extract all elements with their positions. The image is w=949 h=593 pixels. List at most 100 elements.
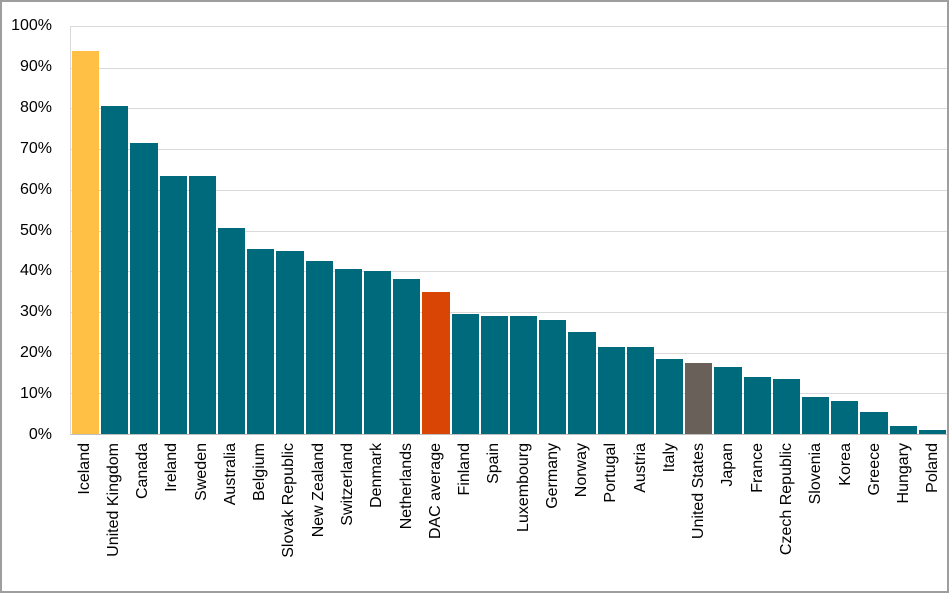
x-tick-label-switzerland: Switzerland (339, 443, 357, 526)
x-tick-cell: Hungary (890, 443, 917, 591)
x-tick-cell: Japan (715, 443, 742, 591)
y-tick-label: 80% (19, 98, 52, 116)
bar-iceland (72, 51, 100, 434)
x-tick-label-poland: Poland (924, 443, 942, 493)
y-tick-label: 10% (19, 385, 52, 403)
x-tick-label-united-states: United States (690, 443, 708, 540)
bar-finland (451, 313, 479, 434)
y-tick-label: 100% (11, 17, 52, 34)
y-tick-label: 20% (19, 344, 52, 362)
x-axis: Iceland United Kingdom Canada Ireland Sw… (70, 443, 947, 591)
x-tick-label-netherlands: Netherlands (397, 443, 415, 530)
gridline (71, 108, 947, 110)
x-tick-cell: Poland (920, 443, 947, 591)
x-tick-label-france: France (748, 443, 766, 493)
bar-spain (480, 315, 509, 434)
x-tick-label-slovak-republic: Slovak Republic (280, 443, 298, 558)
y-tick-label: 50% (19, 221, 52, 239)
plot-area (70, 26, 947, 435)
x-tick-label-austria: Austria (631, 443, 649, 493)
bar-sweden (188, 175, 217, 434)
x-tick-label-finland: Finland (456, 443, 474, 496)
x-tick-cell: Portugal (598, 443, 625, 591)
bar-czech-republic (772, 379, 801, 434)
x-tick-label-iceland: Iceland (75, 443, 93, 495)
bar-belgium (247, 248, 275, 434)
gridline (71, 352, 947, 354)
x-tick-label-sweden: Sweden (192, 443, 210, 501)
gridline (71, 230, 947, 232)
y-tick-label: 60% (19, 180, 52, 198)
bar-japan (714, 366, 742, 434)
bar-united-kingdom (101, 106, 129, 434)
x-tick-label-italy: Italy (660, 443, 678, 473)
bar-italy (656, 358, 684, 434)
x-tick-label-canada: Canada (134, 443, 152, 500)
gridline (71, 189, 947, 191)
x-tick-cell: Ireland (159, 443, 186, 591)
bar-switzerland (334, 269, 363, 434)
x-tick-cell: Italy (656, 443, 683, 591)
x-tick-cell: France (744, 443, 771, 591)
x-tick-label-australia: Australia (221, 443, 239, 506)
x-tick-label-germany: Germany (543, 443, 561, 509)
bar-united-states (685, 362, 713, 434)
x-tick-cell: Norway (569, 443, 596, 591)
bar-france (743, 377, 771, 434)
bar-germany (539, 320, 567, 434)
x-tick-cell: Iceland (71, 443, 98, 591)
x-tick-cell: Germany (539, 443, 566, 591)
x-tick-label-denmark: Denmark (368, 443, 386, 508)
x-tick-cell: New Zealand (305, 443, 332, 591)
x-tick-cell: Australia (217, 443, 244, 591)
x-tick-label-belgium: Belgium (251, 443, 269, 501)
x-tick-label-ireland: Ireland (163, 443, 181, 492)
y-tick-label: 30% (19, 303, 52, 321)
bar-canada (130, 143, 158, 434)
x-tick-cell: Slovak Republic (276, 443, 303, 591)
bar-ireland (159, 175, 187, 434)
x-tick-label-portugal: Portugal (602, 443, 620, 503)
x-tick-cell: Finland (451, 443, 478, 591)
x-tick-cell: Korea (832, 443, 859, 591)
y-tick-label: 40% (19, 262, 52, 280)
x-tick-cell: United Kingdom (100, 443, 127, 591)
x-tick-cell: Spain (481, 443, 508, 591)
bar-poland (918, 429, 947, 434)
y-tick-label: 90% (19, 57, 52, 75)
x-tick-label-united-kingdom: United Kingdom (104, 443, 122, 557)
bar-slovenia (802, 397, 830, 434)
bars (71, 27, 947, 434)
x-tick-cell: Austria (627, 443, 654, 591)
x-tick-label-spain: Spain (485, 443, 503, 484)
y-axis: 100% 90% 80% 70% 60% 50% 40% 30% 20% 10%… (2, 17, 64, 443)
x-tick-label-hungary: Hungary (895, 443, 913, 504)
x-tick-cell: Luxembourg (510, 443, 537, 591)
x-tick-cell: Denmark (364, 443, 391, 591)
bar-slovak-republic (276, 250, 304, 434)
gridline (71, 67, 947, 69)
bar-norway (568, 332, 596, 434)
bar-luxembourg (510, 315, 538, 434)
x-tick-cell: Slovenia (803, 443, 830, 591)
x-tick-cell: Sweden (188, 443, 215, 591)
bar-netherlands (393, 279, 421, 434)
bar-australia (218, 228, 246, 434)
x-tick-label-luxembourg: Luxembourg (514, 443, 532, 532)
x-tick-label-japan: Japan (719, 443, 737, 487)
gridline (71, 271, 947, 273)
bar-new-zealand (305, 261, 333, 434)
x-tick-cell: Switzerland (334, 443, 361, 591)
x-tick-cell: United States (686, 443, 713, 591)
y-tick-label: 70% (19, 139, 52, 157)
x-tick-cell: Greece (861, 443, 888, 591)
x-tick-cell: Canada (130, 443, 157, 591)
bar-denmark (364, 271, 392, 434)
bar-dac-average (422, 291, 450, 434)
x-tick-cell: DAC average (422, 443, 449, 591)
x-tick-cell: Netherlands (393, 443, 420, 591)
x-tick-cell: Belgium (247, 443, 274, 591)
bar-hungary (889, 425, 917, 434)
gridline (71, 149, 947, 151)
